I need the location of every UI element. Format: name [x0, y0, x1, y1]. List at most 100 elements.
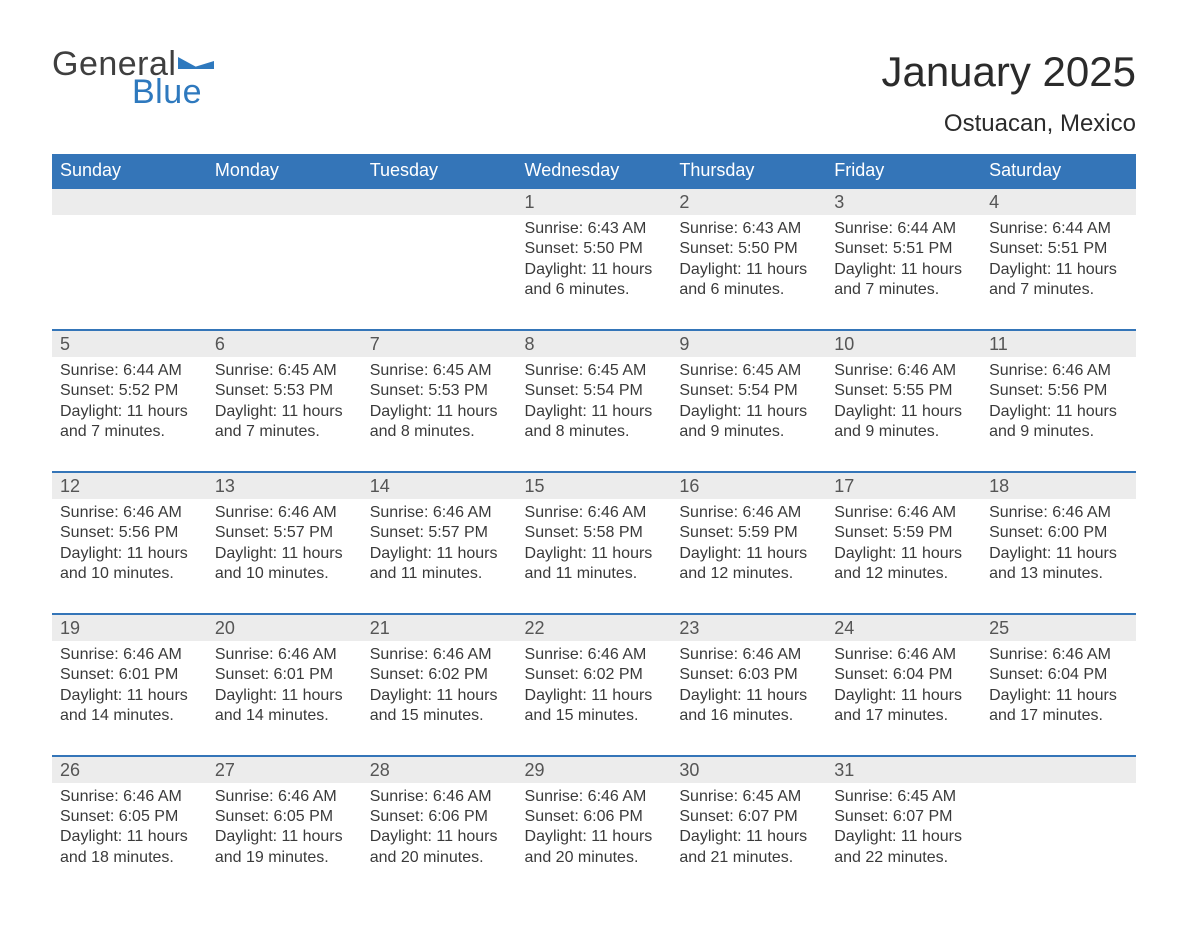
calendar-day-cell: 4Sunrise: 6:44 AMSunset: 5:51 PMDaylight…: [981, 188, 1136, 330]
weekday-header-row: Sunday Monday Tuesday Wednesday Thursday…: [52, 154, 1136, 188]
day-number: 24: [826, 615, 981, 641]
dl2-text: and 18 minutes.: [60, 848, 199, 868]
day-details: Sunrise: 6:46 AMSunset: 6:04 PMDaylight:…: [826, 641, 981, 755]
dl1-text: Daylight: 11 hours: [989, 402, 1128, 422]
day-number: 14: [362, 473, 517, 499]
logo: General Blue: [52, 48, 214, 109]
sunset-text: Sunset: 6:02 PM: [525, 665, 664, 685]
day-details: Sunrise: 6:45 AMSunset: 5:54 PMDaylight:…: [671, 357, 826, 471]
dl2-text: and 7 minutes.: [989, 280, 1128, 300]
day-details: Sunrise: 6:46 AMSunset: 6:01 PMDaylight:…: [52, 641, 207, 755]
day-details: Sunrise: 6:44 AMSunset: 5:51 PMDaylight:…: [826, 215, 981, 329]
calendar-day-cell: 11Sunrise: 6:46 AMSunset: 5:56 PMDayligh…: [981, 330, 1136, 472]
day-details: Sunrise: 6:46 AMSunset: 5:56 PMDaylight:…: [52, 499, 207, 613]
day-number: 27: [207, 757, 362, 783]
calendar-day-cell: 5Sunrise: 6:44 AMSunset: 5:52 PMDaylight…: [52, 330, 207, 472]
day-number: 31: [826, 757, 981, 783]
day-number: 15: [517, 473, 672, 499]
calendar-day-cell: 21Sunrise: 6:46 AMSunset: 6:02 PMDayligh…: [362, 614, 517, 756]
logo-text-blue: Blue: [132, 76, 214, 108]
calendar-day-cell: 19Sunrise: 6:46 AMSunset: 6:01 PMDayligh…: [52, 614, 207, 756]
calendar-day-cell: 25Sunrise: 6:46 AMSunset: 6:04 PMDayligh…: [981, 614, 1136, 756]
weekday-header: Monday: [207, 154, 362, 188]
day-number: 13: [207, 473, 362, 499]
dl1-text: Daylight: 11 hours: [215, 686, 354, 706]
calendar-day-cell: 2Sunrise: 6:43 AMSunset: 5:50 PMDaylight…: [671, 188, 826, 330]
dl2-text: and 11 minutes.: [525, 564, 664, 584]
dl2-text: and 17 minutes.: [989, 706, 1128, 726]
day-number: 25: [981, 615, 1136, 641]
sunrise-text: Sunrise: 6:46 AM: [215, 787, 354, 807]
dl2-text: and 15 minutes.: [370, 706, 509, 726]
sunrise-text: Sunrise: 6:46 AM: [60, 645, 199, 665]
sunset-text: Sunset: 6:05 PM: [60, 807, 199, 827]
dl1-text: Daylight: 11 hours: [525, 544, 664, 564]
calendar-day-cell: 24Sunrise: 6:46 AMSunset: 6:04 PMDayligh…: [826, 614, 981, 756]
sunset-text: Sunset: 6:01 PM: [215, 665, 354, 685]
calendar-day-cell: 13Sunrise: 6:46 AMSunset: 5:57 PMDayligh…: [207, 472, 362, 614]
calendar-week-row: 26Sunrise: 6:46 AMSunset: 6:05 PMDayligh…: [52, 756, 1136, 897]
dl2-text: and 21 minutes.: [679, 848, 818, 868]
sunset-text: Sunset: 6:04 PM: [989, 665, 1128, 685]
sunrise-text: Sunrise: 6:46 AM: [989, 503, 1128, 523]
weekday-header: Saturday: [981, 154, 1136, 188]
day-number: 10: [826, 331, 981, 357]
day-details: [52, 215, 207, 325]
calendar-day-cell: 14Sunrise: 6:46 AMSunset: 5:57 PMDayligh…: [362, 472, 517, 614]
day-details: Sunrise: 6:46 AMSunset: 6:05 PMDaylight:…: [207, 783, 362, 897]
day-number: [981, 757, 1136, 783]
day-details: [207, 215, 362, 325]
day-number: 19: [52, 615, 207, 641]
dl1-text: Daylight: 11 hours: [679, 544, 818, 564]
sunrise-text: Sunrise: 6:45 AM: [679, 361, 818, 381]
sunset-text: Sunset: 6:05 PM: [215, 807, 354, 827]
day-number: 8: [517, 331, 672, 357]
dl2-text: and 11 minutes.: [370, 564, 509, 584]
calendar-day-cell: [981, 756, 1136, 897]
sunset-text: Sunset: 6:06 PM: [370, 807, 509, 827]
day-details: Sunrise: 6:46 AMSunset: 5:59 PMDaylight:…: [826, 499, 981, 613]
dl2-text: and 22 minutes.: [834, 848, 973, 868]
dl1-text: Daylight: 11 hours: [679, 402, 818, 422]
dl1-text: Daylight: 11 hours: [989, 260, 1128, 280]
day-details: Sunrise: 6:43 AMSunset: 5:50 PMDaylight:…: [671, 215, 826, 329]
day-details: Sunrise: 6:46 AMSunset: 5:57 PMDaylight:…: [207, 499, 362, 613]
day-number: 23: [671, 615, 826, 641]
day-number: 7: [362, 331, 517, 357]
calendar-day-cell: 12Sunrise: 6:46 AMSunset: 5:56 PMDayligh…: [52, 472, 207, 614]
day-details: Sunrise: 6:46 AMSunset: 5:59 PMDaylight:…: [671, 499, 826, 613]
day-details: Sunrise: 6:46 AMSunset: 6:06 PMDaylight:…: [517, 783, 672, 897]
dl1-text: Daylight: 11 hours: [679, 260, 818, 280]
dl2-text: and 9 minutes.: [679, 422, 818, 442]
month-title: January 2025: [881, 48, 1136, 96]
calendar-week-row: 12Sunrise: 6:46 AMSunset: 5:56 PMDayligh…: [52, 472, 1136, 614]
day-number: 9: [671, 331, 826, 357]
day-details: Sunrise: 6:46 AMSunset: 6:02 PMDaylight:…: [517, 641, 672, 755]
dl1-text: Daylight: 11 hours: [834, 686, 973, 706]
sunrise-text: Sunrise: 6:43 AM: [679, 219, 818, 239]
calendar-day-cell: [362, 188, 517, 330]
sunrise-text: Sunrise: 6:46 AM: [370, 503, 509, 523]
sunrise-text: Sunrise: 6:46 AM: [215, 503, 354, 523]
sunset-text: Sunset: 6:07 PM: [834, 807, 973, 827]
dl2-text: and 16 minutes.: [679, 706, 818, 726]
dl1-text: Daylight: 11 hours: [370, 686, 509, 706]
sunset-text: Sunset: 5:56 PM: [60, 523, 199, 543]
dl2-text: and 19 minutes.: [215, 848, 354, 868]
day-details: Sunrise: 6:46 AMSunset: 6:05 PMDaylight:…: [52, 783, 207, 897]
sunset-text: Sunset: 5:58 PM: [525, 523, 664, 543]
day-details: Sunrise: 6:46 AMSunset: 6:06 PMDaylight:…: [362, 783, 517, 897]
day-details: [981, 783, 1136, 893]
day-details: Sunrise: 6:46 AMSunset: 5:56 PMDaylight:…: [981, 357, 1136, 471]
dl1-text: Daylight: 11 hours: [834, 402, 973, 422]
calendar-day-cell: 6Sunrise: 6:45 AMSunset: 5:53 PMDaylight…: [207, 330, 362, 472]
dl1-text: Daylight: 11 hours: [679, 827, 818, 847]
day-details: Sunrise: 6:46 AMSunset: 6:02 PMDaylight:…: [362, 641, 517, 755]
calendar-day-cell: 31Sunrise: 6:45 AMSunset: 6:07 PMDayligh…: [826, 756, 981, 897]
sunrise-text: Sunrise: 6:44 AM: [60, 361, 199, 381]
sunset-text: Sunset: 5:53 PM: [215, 381, 354, 401]
sunset-text: Sunset: 6:03 PM: [679, 665, 818, 685]
calendar-day-cell: 26Sunrise: 6:46 AMSunset: 6:05 PMDayligh…: [52, 756, 207, 897]
dl2-text: and 7 minutes.: [834, 280, 973, 300]
sunrise-text: Sunrise: 6:46 AM: [525, 503, 664, 523]
